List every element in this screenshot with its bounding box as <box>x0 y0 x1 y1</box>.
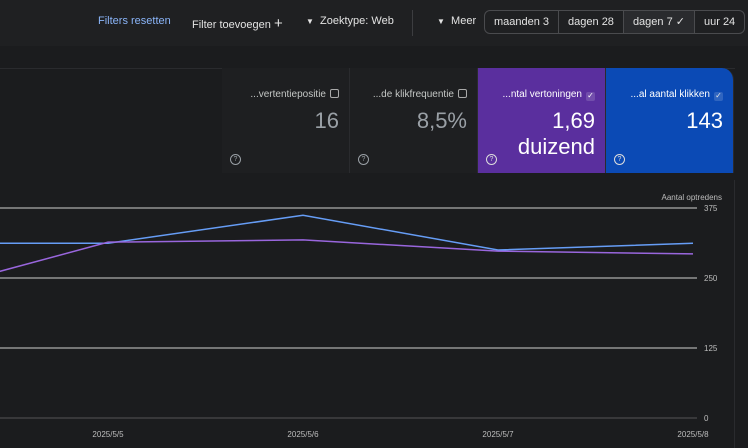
more-dropdown[interactable]: ▼ Meer <box>437 15 476 27</box>
more-label: Meer <box>451 15 477 27</box>
x-tick-label: 2025/5/8 <box>677 430 709 439</box>
range-28-days[interactable]: dagen 28 <box>558 11 623 33</box>
y-tick-label: 0 <box>704 414 709 423</box>
plus-icon: + <box>273 15 283 32</box>
metric-label: ...ntal vertoningen <box>502 89 583 100</box>
help-icon[interactable]: ? <box>230 154 241 165</box>
toolbar: Filters resetten Filter toevoegen + ▼ Zo… <box>0 0 748 46</box>
add-filter-label: Filter toevoegen <box>192 19 271 31</box>
metric-card-ctr[interactable]: ...de klikfrequentie 8,5% ? <box>350 68 478 173</box>
metric-value: 143 <box>686 108 723 133</box>
y-axis-label: Aantal optredens <box>662 193 723 202</box>
metric-value-unit: duizend <box>517 134 595 159</box>
x-tick-label: 2025/5/6 <box>287 430 319 439</box>
date-range-selector: maanden 3 dagen 28 dagen 7 ✓ uur 24 <box>484 10 746 34</box>
x-tick-label: 2025/5/7 <box>482 430 514 439</box>
metric-label: ...de klikfrequentie <box>372 89 454 100</box>
series-line-0 <box>0 214 694 251</box>
metric-card-position[interactable]: ...vertentiepositie 16 ? <box>222 68 350 173</box>
metric-value: 16 <box>314 108 339 133</box>
checkbox[interactable] <box>330 89 339 98</box>
metric-label: ...vertentiepositie <box>250 89 326 100</box>
help-icon[interactable]: ? <box>614 154 625 165</box>
reset-filters-link[interactable]: Filters resetten <box>98 15 171 27</box>
checkbox[interactable] <box>458 89 467 98</box>
metric-value: 8,5% <box>416 108 467 133</box>
metric-card-clicks[interactable]: ...al aantal klikken ✓ 143 ? <box>606 68 734 173</box>
y-tick-label: 375 <box>704 204 718 213</box>
checkbox-checked[interactable]: ✓ <box>586 91 595 101</box>
dropdown-arrow-icon: ▼ <box>437 17 445 26</box>
search-type-dropdown[interactable]: ▼ Zoektype: Web <box>306 15 394 27</box>
add-filter-button[interactable]: Filter toevoegen + <box>192 15 283 32</box>
x-tick-label: 2025/5/5 <box>92 430 124 439</box>
dropdown-arrow-icon: ▼ <box>306 17 314 26</box>
metric-value: 1,69 <box>552 108 595 133</box>
check-icon: ✓ <box>675 16 685 28</box>
metric-label: ...al aantal klikken <box>630 89 711 100</box>
y-tick-label: 125 <box>704 344 718 353</box>
metric-card-impressions[interactable]: ...ntal vertoningen ✓ 1,69 duizend ? <box>478 68 606 173</box>
help-icon[interactable]: ? <box>358 154 369 165</box>
series-line-1 <box>0 239 694 273</box>
divider <box>412 10 413 36</box>
range-label: dagen 7 <box>632 16 673 28</box>
chart-area <box>0 180 735 448</box>
y-tick-label: 250 <box>704 274 718 283</box>
checkbox-checked[interactable]: ✓ <box>714 91 723 101</box>
range-3-months[interactable]: maanden 3 <box>494 16 550 28</box>
help-icon[interactable]: ? <box>486 154 497 165</box>
search-type-label: Zoektype: Web <box>320 15 394 27</box>
range-24-hours[interactable]: uur 24 <box>693 11 744 33</box>
range-7-days[interactable]: dagen 7 ✓ <box>622 11 694 33</box>
performance-chart: 375 250 125 0 Aantal optredens 2025/5/5 2025/5… <box>0 193 723 439</box>
